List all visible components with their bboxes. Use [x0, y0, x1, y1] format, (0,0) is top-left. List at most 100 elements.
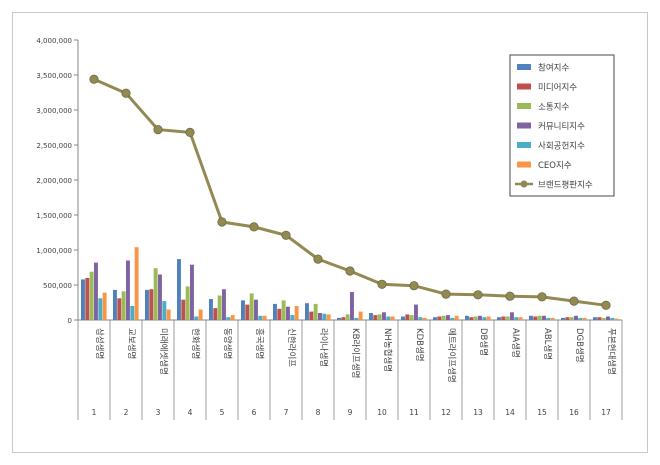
legend-label: 참여지수	[538, 63, 569, 74]
line-point	[602, 301, 610, 309]
bar	[222, 289, 226, 320]
legend-swatch	[517, 64, 531, 70]
rank-label: 11	[409, 408, 419, 417]
rank-label: 14	[505, 408, 515, 417]
bar	[482, 317, 486, 320]
rank-label: 16	[569, 408, 579, 417]
rank-label: 2	[124, 408, 129, 417]
bar	[455, 316, 459, 320]
y-tick-label: 500,000	[43, 282, 72, 290]
bar	[574, 316, 578, 320]
y-tick-label: 3,500,000	[36, 72, 72, 80]
bar	[250, 293, 254, 320]
x-tick-label: 흥국생명	[254, 328, 265, 359]
legend-label: 브랜드평판지수	[538, 180, 593, 191]
bar	[194, 317, 198, 321]
bar	[126, 261, 130, 321]
bar	[286, 307, 290, 320]
bar	[561, 318, 565, 320]
bar	[465, 316, 469, 320]
line-point	[538, 293, 546, 301]
bar	[245, 305, 249, 320]
line-point	[90, 75, 98, 83]
x-tick-label: 삼성생명	[94, 328, 105, 359]
bar	[597, 317, 601, 320]
legend-label: 미디어지수	[538, 82, 577, 93]
rank-label: 15	[537, 408, 547, 417]
bar	[437, 317, 441, 321]
bar	[181, 300, 185, 320]
bar	[391, 317, 395, 321]
line-point	[154, 125, 162, 133]
bar	[450, 318, 454, 320]
bar	[433, 317, 437, 320]
bar	[593, 317, 597, 320]
bar	[135, 247, 139, 320]
bar	[90, 272, 94, 320]
rank-label: 4	[188, 408, 193, 417]
bar	[350, 292, 354, 320]
rank-label: 1	[92, 408, 97, 417]
bar	[273, 304, 277, 320]
bar	[378, 314, 382, 320]
bar	[258, 316, 262, 320]
y-tick-label: 1,500,000	[36, 212, 72, 220]
bar	[583, 318, 587, 320]
bar	[506, 317, 510, 321]
bar	[446, 315, 450, 320]
bar	[94, 263, 98, 320]
x-tick-label: DGB생명	[574, 328, 585, 363]
bar	[282, 300, 286, 320]
bar	[186, 286, 190, 320]
bar	[154, 268, 158, 320]
bar	[145, 290, 149, 320]
bar	[327, 314, 331, 320]
legend-swatch-marker	[521, 181, 528, 188]
legend-swatch	[517, 123, 531, 129]
bar	[401, 317, 405, 321]
bar	[529, 316, 533, 320]
bar	[341, 317, 345, 320]
x-tick-label: 메트라이프생명	[446, 328, 457, 383]
bar	[309, 312, 313, 320]
bar	[218, 296, 222, 321]
legend-label: 사회공헌지수	[538, 142, 585, 152]
line-point	[474, 291, 482, 299]
bar	[346, 314, 350, 320]
rank-label: 3	[156, 408, 161, 417]
bar	[190, 265, 194, 320]
bar	[81, 279, 85, 320]
bar	[423, 318, 427, 320]
line-point	[282, 231, 290, 239]
bar	[314, 304, 318, 320]
bar	[565, 317, 569, 320]
line-point	[506, 292, 514, 300]
bar	[226, 317, 230, 320]
bar	[117, 298, 121, 320]
bar	[213, 308, 217, 320]
x-tick-label: KDB생명	[414, 328, 425, 362]
y-tick-label: 0	[68, 317, 72, 325]
line-point	[250, 223, 258, 231]
x-tick-label: 라이나생명	[318, 328, 329, 367]
y-tick-label: 3,000,000	[36, 107, 72, 115]
bar	[418, 317, 422, 320]
bar	[469, 317, 473, 320]
bar	[295, 306, 299, 320]
bar	[130, 306, 134, 320]
bar	[318, 313, 322, 320]
legend-swatch	[517, 103, 531, 109]
rank-label: 6	[252, 408, 257, 417]
line-point	[570, 297, 578, 305]
bar	[162, 301, 166, 320]
line-point	[442, 290, 450, 298]
bar	[277, 309, 281, 320]
line-point	[410, 282, 418, 290]
legend-swatch	[517, 162, 531, 168]
bar	[369, 313, 373, 320]
bar	[602, 318, 606, 320]
line-point	[218, 218, 226, 226]
bar	[546, 318, 550, 320]
bar	[98, 298, 102, 320]
legend-label: 소통지수	[538, 103, 569, 113]
